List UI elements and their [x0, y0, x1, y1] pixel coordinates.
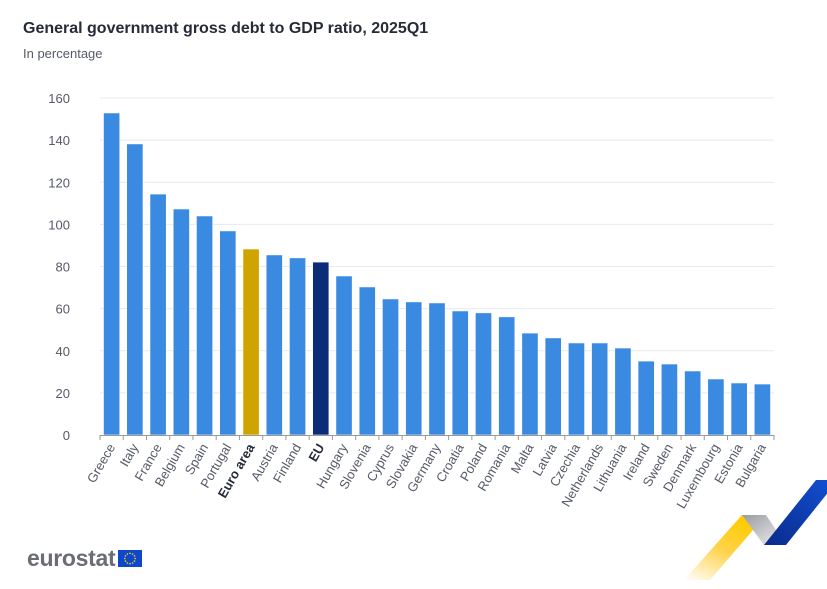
bar-greece	[103, 112, 121, 436]
bar-malta	[521, 332, 539, 436]
bar-netherlands	[591, 342, 609, 436]
bar-spain	[196, 215, 214, 436]
bar-romania	[498, 316, 516, 436]
x-tick-label: Greece	[84, 441, 118, 485]
y-tick-label: 40	[56, 344, 70, 359]
bar-belgium	[172, 208, 190, 436]
x-axis	[99, 435, 775, 440]
bar-cyprus	[382, 298, 399, 436]
y-axis-ticks: 0 20 40 60 80 100 120 140 160	[48, 91, 70, 443]
bar-hungary	[335, 275, 353, 436]
eurostat-logo: eurostat	[27, 545, 143, 572]
bar-czechia	[568, 342, 585, 436]
y-tick-label: 80	[56, 260, 70, 275]
bar-denmark	[684, 370, 702, 436]
flag-star	[124, 557, 126, 560]
eu-flag-icon	[118, 550, 143, 567]
bar-slovenia	[358, 286, 376, 436]
bar-euro-area	[242, 248, 260, 436]
bar-luxembourg	[707, 378, 725, 436]
chart-subtitle: In percentage	[23, 46, 103, 61]
flag-star	[134, 555, 136, 557]
flag-star	[134, 557, 137, 560]
flag-star	[134, 560, 136, 562]
bars	[103, 112, 771, 436]
flag-star	[129, 562, 132, 565]
y-tick-label: 0	[63, 428, 70, 443]
bar-france	[149, 193, 167, 436]
bar-croatia	[451, 310, 469, 436]
bar-latvia	[544, 337, 562, 436]
flag-star	[125, 555, 127, 557]
y-tick-label: 100	[48, 217, 70, 232]
chart-title: General government gross debt to GDP rat…	[23, 20, 429, 37]
flag-star	[129, 552, 132, 555]
flag-star	[132, 553, 134, 555]
bar-poland	[475, 312, 492, 436]
ribbon-yellow	[684, 515, 766, 580]
bar-bulgaria	[753, 383, 771, 436]
bar-estonia	[730, 382, 748, 436]
bar-germany	[428, 302, 446, 436]
flag-star	[126, 562, 129, 564]
bar-austria	[265, 254, 283, 436]
bar-portugal	[219, 230, 237, 436]
flag-star	[132, 562, 134, 564]
bar-italy	[126, 143, 144, 436]
y-tick-label: 60	[56, 302, 70, 317]
y-tick-label: 120	[48, 175, 70, 190]
bar-finland	[289, 257, 306, 436]
bar-eu	[312, 261, 330, 436]
y-tick-label: 140	[48, 133, 70, 148]
x-tick-label: EU	[305, 441, 327, 464]
bar-lithuania	[614, 347, 632, 436]
flag-star	[125, 560, 127, 562]
eurostat-ribbon-graphic	[684, 480, 827, 580]
bar-ireland	[637, 360, 655, 436]
y-tick-label: 20	[56, 386, 70, 401]
bar-slovakia	[405, 301, 423, 436]
x-axis-labels: GreeceItalyFranceBelgiumSpainPortugalEur…	[84, 440, 769, 511]
bar-sweden	[660, 363, 678, 436]
logo-text: eurostat	[27, 545, 116, 571]
y-tick-label: 160	[48, 91, 70, 106]
flag-star	[126, 553, 129, 555]
ribbon-blue	[764, 480, 827, 545]
